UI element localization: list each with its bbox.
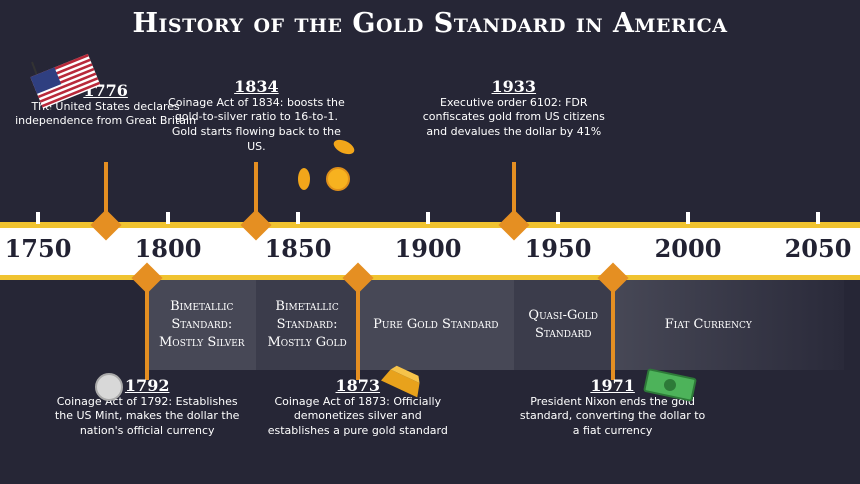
period-label: Bimetallic Standard: Mostly Gold xyxy=(267,298,347,351)
gold-bar-icon xyxy=(380,364,426,406)
event-1933: 1933 Executive order 6102: FDR confiscate… xyxy=(419,78,609,140)
event-1971: 1971 President Nixon ends the gold standa… xyxy=(518,377,708,439)
period-label: Bimetallic Standard: Mostly Silver xyxy=(159,298,245,351)
page-title: History of the Gold Standard in America xyxy=(132,8,728,39)
axis-year-label: 1800 xyxy=(134,234,202,263)
event-year: 1971 xyxy=(590,376,635,395)
gold-coins-icon xyxy=(296,138,358,198)
axis-tick xyxy=(166,212,170,224)
event-1873: 1873 Coinage Act of 1873: Officially demo… xyxy=(263,377,453,439)
event-connector xyxy=(145,278,150,380)
axis-tick xyxy=(36,212,40,224)
axis-tick xyxy=(296,212,300,224)
event-description: The United States declares independence … xyxy=(15,99,197,128)
event-connector xyxy=(610,278,615,380)
event-description: Coinage Act of 1792: Establishes the US … xyxy=(54,394,240,438)
event-year: 1834 xyxy=(234,77,279,96)
period-label: Fiat Currency xyxy=(664,316,752,332)
period-block: Fiat Currency xyxy=(612,280,844,370)
axis-year-label: 1750 xyxy=(4,234,72,263)
timeline-band-bottom-edge xyxy=(0,275,860,280)
period-block: Pure Gold Standard xyxy=(357,280,514,370)
axis-year-label: 1950 xyxy=(524,234,592,263)
event-description: President Nixon ends the gold standard, … xyxy=(519,394,706,438)
event-description: Executive order 6102: FDR confiscates go… xyxy=(422,95,605,139)
axis-year-label: 2050 xyxy=(784,234,852,263)
period-block: Bimetallic Standard: Mostly Silver xyxy=(147,280,257,370)
us-flag-icon xyxy=(28,52,104,114)
axis-year-label: 1900 xyxy=(394,234,462,263)
event-connector xyxy=(103,162,108,225)
dollar-bill-icon xyxy=(642,368,698,406)
axis-tick xyxy=(426,212,430,224)
event-year: 1792 xyxy=(124,376,170,395)
axis-tick xyxy=(686,212,690,224)
axis-tick xyxy=(816,212,820,224)
period-block: Quasi-Gold Standard xyxy=(513,280,613,370)
silver-coin-icon xyxy=(94,372,124,406)
event-1792: 1792 Coinage Act of 1792: Establishes the… xyxy=(52,377,242,439)
period-block: Bimetallic Standard: Mostly Gold xyxy=(256,280,358,370)
event-year: 1933 xyxy=(491,77,537,96)
event-description: Coinage Act of 1873: Officially demoneti… xyxy=(267,394,448,438)
event-1834: 1834 Coinage Act of 1834: boosts the gold… xyxy=(161,78,351,155)
event-description: Coinage Act of 1834: boosts the gold-to-… xyxy=(168,95,345,154)
axis-year-label: 2000 xyxy=(654,234,722,263)
event-year: 1873 xyxy=(335,376,381,395)
axis-tick xyxy=(556,212,560,224)
axis-year-label: 1850 xyxy=(264,234,332,263)
event-connector xyxy=(254,162,259,225)
event-connector xyxy=(511,162,516,225)
event-connector xyxy=(355,278,360,380)
period-label: Pure Gold Standard xyxy=(373,316,499,332)
timeline-band-top-edge xyxy=(0,222,860,228)
period-label: Quasi-Gold Standard xyxy=(528,307,598,341)
